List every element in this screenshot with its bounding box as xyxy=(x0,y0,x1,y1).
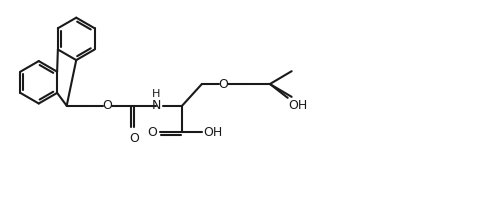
Text: O: O xyxy=(102,99,112,112)
Text: O: O xyxy=(219,78,228,90)
Text: OH: OH xyxy=(288,99,308,112)
Text: O: O xyxy=(129,132,139,145)
Text: N: N xyxy=(151,99,161,112)
Text: OH: OH xyxy=(203,126,222,139)
Text: O: O xyxy=(148,126,157,139)
Text: H: H xyxy=(152,89,160,99)
